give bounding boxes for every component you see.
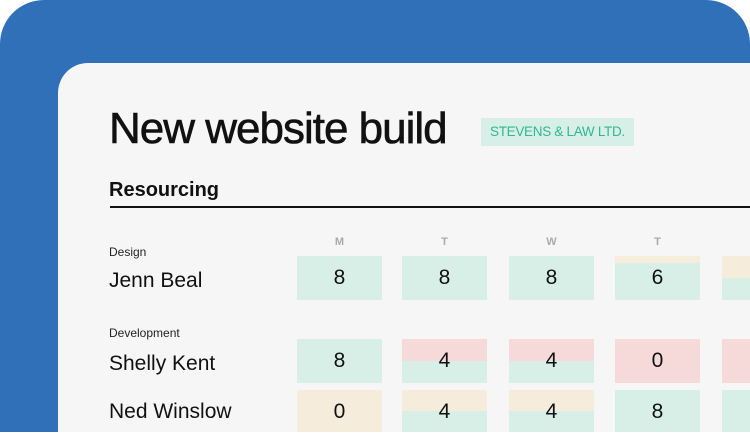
person-name[interactable]: Shelly Kent [109,352,216,375]
allocation-fill-top [297,390,382,432]
allocation-fill-available [722,390,750,432]
allocation-hours: 6 [651,266,664,289]
allocation-hours: 4 [545,349,558,372]
allocation-cell[interactable]: 8 [297,339,382,383]
allocation-hours: 8 [333,349,346,372]
allocation-hours: 4 [545,400,558,423]
allocation-hours: 4 [438,349,451,372]
allocation-cell[interactable]: 8 [402,256,487,300]
allocation-fill-available [402,411,487,432]
allocation-fill-available [297,256,382,300]
day-header: T [441,236,448,248]
allocation-cell[interactable]: 6 [615,256,700,300]
allocation-hours: 4 [438,400,451,423]
section-divider [110,206,750,208]
allocation-hours: 8 [438,266,451,289]
allocation-fill-available [509,256,594,300]
allocation-fill-available [615,390,700,432]
person-name[interactable]: Jenn Beal [109,269,203,292]
allocation-fill-top [509,390,594,411]
allocation-hours: 0 [651,349,664,372]
allocation-fill-available [402,361,487,383]
allocation-cell[interactable]: 0 [297,390,382,432]
allocation-cell[interactable]: 4 [402,339,487,383]
allocation-cell[interactable] [722,390,750,432]
allocation-fill-available [297,339,382,383]
allocation-cell[interactable] [722,256,750,300]
allocation-cell[interactable]: 8 [509,256,594,300]
allocation-hours: 8 [545,266,558,289]
allocation-cell[interactable] [722,339,750,383]
allocation-cell[interactable]: 4 [509,390,594,432]
allocation-cell[interactable]: 4 [509,339,594,383]
allocation-hours: 8 [333,266,346,289]
allocation-fill-available [509,361,594,383]
allocation-fill-available [509,411,594,432]
allocation-fill-top [509,339,594,361]
group-label: Design [109,245,147,259]
section-title: Resourcing [109,179,220,201]
client-badge[interactable]: STEVENS & LAW LTD. [481,118,634,146]
allocation-cell[interactable]: 8 [297,256,382,300]
allocation-fill-top [615,339,700,383]
allocation-fill-available [615,262,700,300]
allocation-fill-available [402,256,487,300]
page-title: New website build [109,104,448,154]
allocation-fill-top [402,390,487,411]
group-label: Development [109,326,180,340]
allocation-cell[interactable]: 8 [615,390,700,432]
person-name[interactable]: Ned Winslow [109,400,232,423]
allocation-fill-top [615,256,700,263]
day-header: W [546,236,557,248]
allocation-cell[interactable]: 4 [402,390,487,432]
allocation-fill-top [722,339,750,383]
allocation-fill-available [722,278,750,300]
allocation-fill-top [722,256,750,278]
allocation-fill-top [402,339,487,361]
day-header: M [334,236,345,248]
day-header: T [654,236,661,248]
allocation-hours: 8 [651,400,664,423]
allocation-cell[interactable]: 0 [615,339,700,383]
allocation-hours: 0 [333,400,346,423]
